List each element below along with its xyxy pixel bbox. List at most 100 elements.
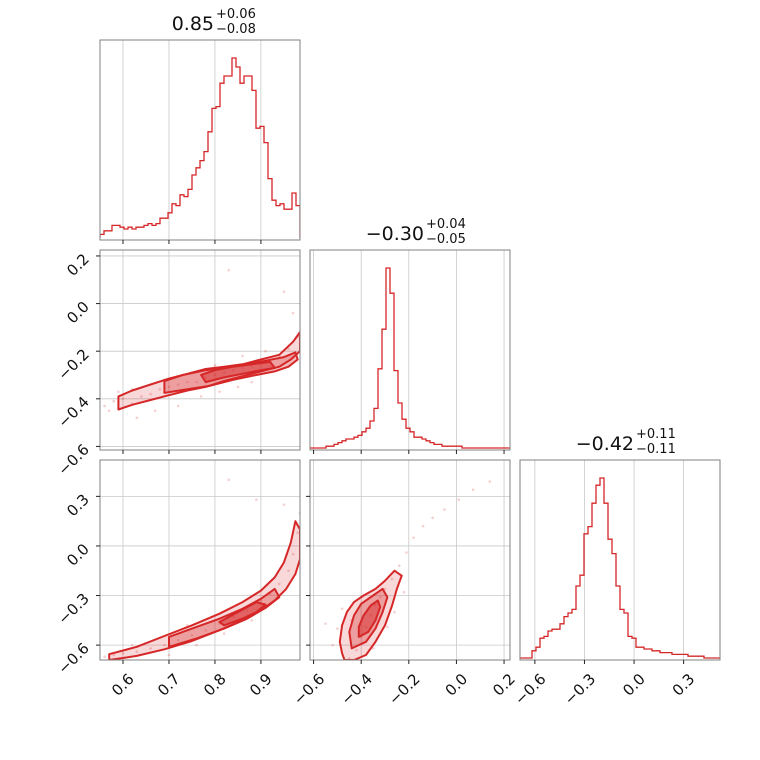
scatter-point-15: [457, 498, 461, 501]
scatter-point-36: [227, 268, 231, 272]
panel-2-2: −0.6 −0.3 0.0 0.3: [511, 459, 721, 709]
scatter-point-5: [140, 395, 143, 398]
scatter-point-16: [471, 488, 475, 492]
title-minus: −0.11: [636, 442, 676, 457]
xtick-label-2: 0.8: [200, 670, 230, 700]
xtick-label-0: 0.6: [108, 670, 138, 700]
scatter-point-6: [149, 392, 152, 396]
scatter-point-24: [153, 409, 157, 413]
scatter-point-18: [336, 627, 339, 630]
scatter-point-5: [163, 643, 166, 647]
scatter-point-19: [324, 622, 327, 625]
scatter-point-26: [199, 395, 203, 398]
xtick-label-3: 0.3: [669, 670, 699, 700]
diag-title-2: −0.42 +0.11−0.11: [576, 427, 676, 457]
panel-frame: [99, 39, 301, 241]
title-minus: −0.08: [216, 22, 256, 37]
scatter-point-27: [218, 390, 221, 393]
scatter-point-26: [386, 625, 389, 629]
scatter-point-9: [397, 564, 401, 568]
scatter-point-9: [176, 383, 180, 386]
scatter-point-8: [204, 628, 208, 632]
scatter-point-1: [112, 653, 116, 657]
scatter-point-33: [213, 364, 217, 367]
panel-frame: [99, 459, 301, 661]
scatter-point-25: [371, 647, 375, 650]
scatter-point-6: [176, 638, 180, 642]
histogram-1: [310, 267, 510, 449]
panel-frame: [519, 459, 721, 661]
scatter-point-28: [236, 385, 240, 389]
xtick-label-1: −0.4: [337, 670, 375, 708]
diag-title-0: 0.85 +0.06−0.08: [172, 7, 256, 37]
scatter-point-39: [117, 390, 120, 393]
scatter-point-2: [121, 652, 125, 655]
title-plus: +0.06: [216, 7, 256, 22]
panel-frame: [309, 459, 511, 661]
scatter-point-3: [121, 397, 125, 401]
panel-content: [520, 477, 720, 659]
scatter-point-21: [227, 478, 231, 482]
diag-title-1: −0.30 +0.04−0.05: [366, 217, 466, 247]
panel-1-1: [309, 249, 511, 454]
scatter-point-8: [167, 385, 171, 389]
scatter-point-26: [130, 643, 134, 647]
xtick-label-2: −0.2: [385, 670, 423, 708]
ytick-label-3: 0.0: [63, 298, 93, 328]
ytick-label-1: −0.3: [54, 590, 92, 628]
histogram-0: [100, 57, 300, 238]
scatter-point-11: [412, 536, 415, 539]
ytick-label-1: −0.4: [54, 393, 92, 431]
xtick-label-3: 0.9: [246, 670, 276, 700]
scatter-point-12: [421, 524, 425, 528]
scatter-point-19: [282, 503, 286, 506]
scatter-point-37: [282, 290, 286, 293]
scatter-point-0: [347, 657, 351, 660]
scatter-point-29: [250, 380, 254, 384]
panel-2-0: 0.6 0.7 0.8 0.9 −0.6 −0.3 0.0 0.3: [54, 459, 301, 700]
scatter-point-15: [287, 569, 290, 573]
scatter-point-7: [158, 387, 162, 391]
scatter-point-25: [176, 404, 180, 408]
panel-content: [310, 267, 510, 449]
scatter-point-0: [103, 404, 106, 408]
title-value: −0.42: [576, 433, 634, 455]
ytick-label-3: 0.3: [63, 490, 93, 520]
panel-content: [103, 478, 300, 660]
scatter-point-2: [112, 399, 116, 403]
panel-0-0: [99, 39, 301, 244]
scatter-point-0: [103, 655, 106, 658]
scatter-point-7: [383, 587, 387, 591]
scatter-point-23: [135, 416, 139, 420]
ytick-label-4: 0.2: [63, 250, 93, 280]
scatter-point-38: [291, 311, 295, 315]
scatter-point-35: [264, 349, 267, 353]
scatter-point-24: [222, 632, 226, 635]
xtick-label-0: −0.6: [511, 670, 549, 708]
panel-frame: [99, 249, 301, 451]
scatter-point-13: [431, 516, 434, 520]
scatter-point-20: [340, 607, 344, 611]
scatter-point-10: [186, 380, 189, 384]
xtick-label-2: 0.0: [619, 670, 649, 700]
scatter-point-34: [241, 354, 244, 358]
title-minus: −0.05: [426, 232, 466, 247]
ytick-label-0: −0.6: [54, 441, 92, 479]
contour-level-1: [168, 587, 281, 648]
scatter-point-17: [488, 480, 492, 483]
scatter-point-1: [355, 648, 358, 652]
xtick-label-0: −0.6: [290, 670, 328, 708]
scatter-point-23: [402, 590, 406, 594]
scatter-point-10: [405, 551, 408, 554]
contour-level-2: [200, 360, 276, 384]
title-value: 0.85: [172, 13, 214, 35]
panel-content: [324, 480, 492, 660]
ytick-label-2: 0.0: [63, 540, 93, 570]
title-plus: +0.04: [426, 217, 466, 232]
xtick-label-3: 0.0: [442, 670, 472, 700]
scatter-point-22: [167, 653, 171, 657]
scatter-point-7: [190, 633, 194, 637]
panel-frame: [309, 249, 511, 451]
scatter-point-20: [255, 498, 258, 501]
